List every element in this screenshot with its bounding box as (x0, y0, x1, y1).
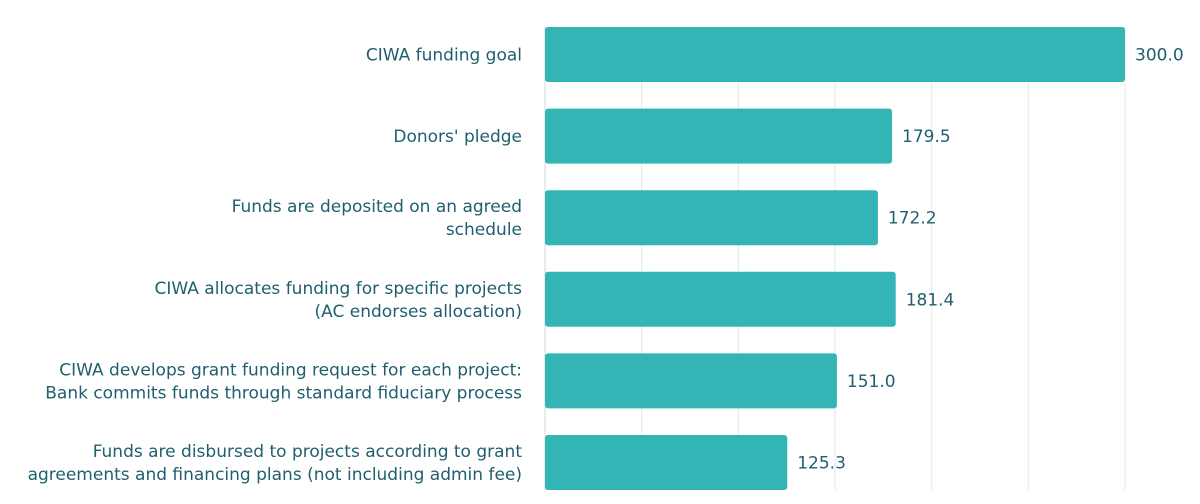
category-label: Funds are disbursed to projects accordin… (28, 442, 523, 485)
category-label-line: (AC endorses allocation) (315, 302, 522, 322)
category-label: Donors' pledge (393, 127, 522, 147)
category-label-line: Bank commits funds through standard fidu… (45, 383, 522, 403)
category-label: CIWA allocates funding for specific proj… (154, 279, 522, 322)
bar (545, 108, 893, 164)
category-label-line: schedule (446, 220, 522, 240)
value-label: 172.2 (888, 209, 937, 229)
category-labels: CIWA funding goal Donors' pledge Funds are… (28, 46, 523, 486)
value-label: 151.0 (847, 372, 896, 392)
category-label-line: Funds are disbursed to projects accordin… (93, 442, 523, 462)
category-label-line: Funds are deposited on an agreed (232, 197, 522, 217)
category-label-line: CIWA develops grant funding request for … (59, 360, 522, 380)
category-label-line: agreements and financing plans (not incl… (28, 465, 522, 485)
value-label: 300.0 (1135, 46, 1184, 66)
category-label: CIWA develops grant funding request for … (45, 360, 522, 403)
category-label: CIWA funding goal (366, 46, 522, 66)
category-label: Funds are deposited on an agreed schedule (232, 197, 522, 240)
category-label-line: CIWA funding goal (366, 46, 522, 66)
bar (545, 353, 837, 409)
category-label-line: CIWA allocates funding for specific proj… (154, 279, 522, 299)
bar (545, 271, 896, 327)
value-label: 125.3 (797, 454, 846, 474)
bar (545, 190, 878, 246)
bars (545, 27, 1125, 490)
bar (545, 27, 1125, 82)
value-label: 181.4 (906, 290, 955, 310)
category-label-line: Donors' pledge (393, 127, 522, 147)
value-labels: 300.0 179.5 172.2 181.4 151.0 125.3 (797, 46, 1183, 474)
value-label: 179.5 (902, 127, 951, 147)
bar (545, 435, 788, 490)
gridlines (544, 27, 1126, 490)
